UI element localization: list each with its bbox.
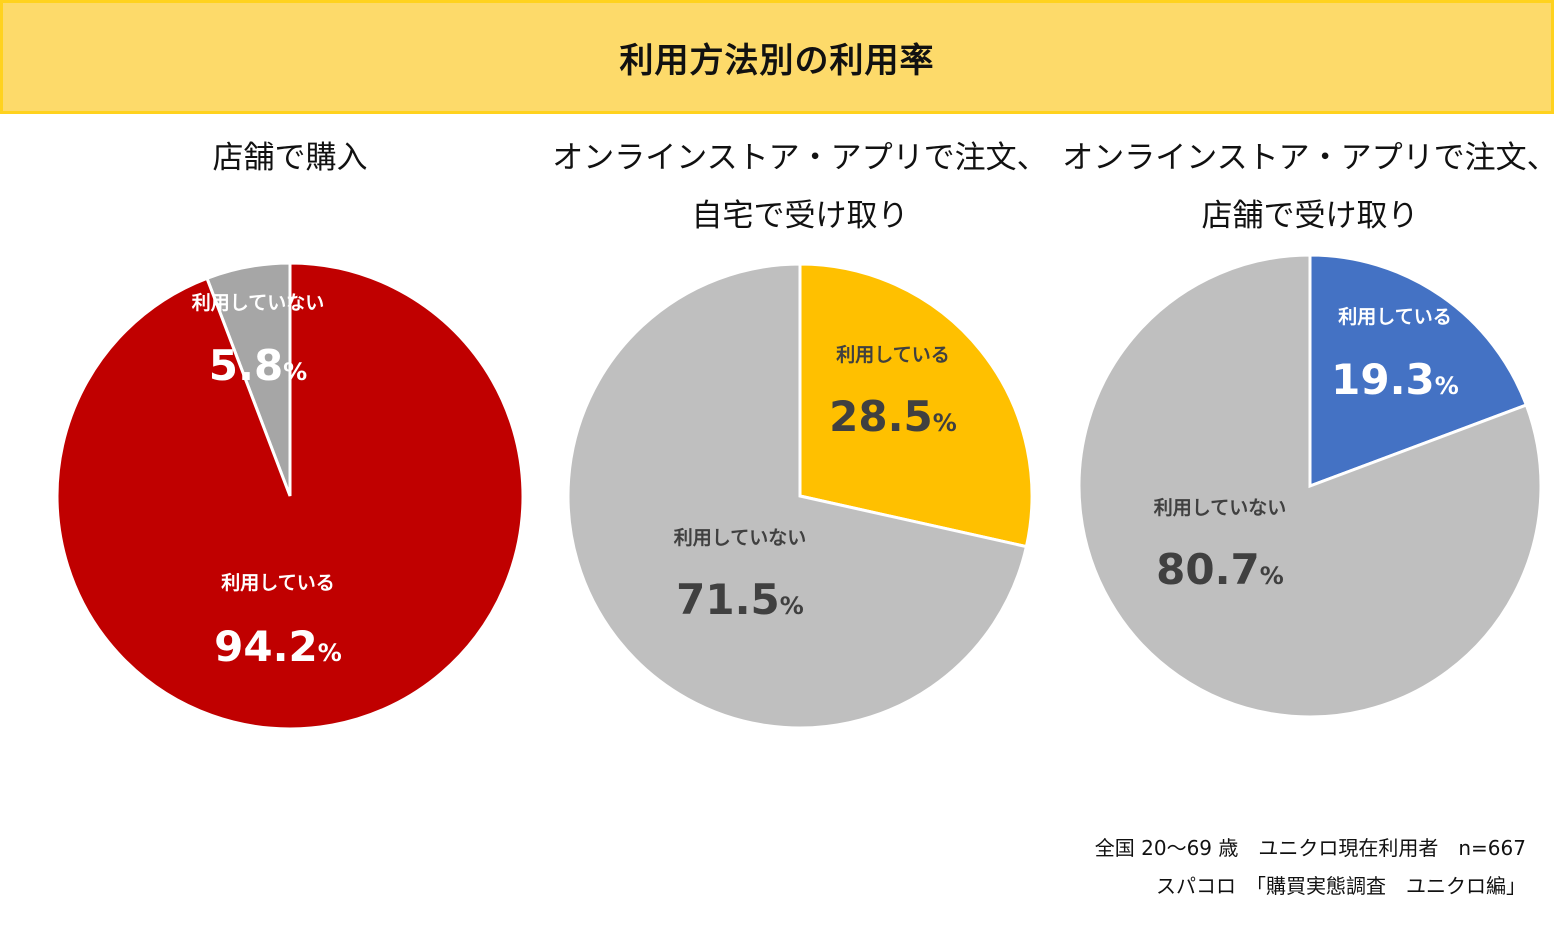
chart-3-slice-1 [1308,253,1529,489]
footnote-line-1: 全国 20～69 歳 ユニクロ現在利用者 n=667 [1094,836,1526,860]
chart-3-title: オンラインストア・アプリで注文、 店舗で受け取り [1050,129,1554,245]
percent-sign: % [318,639,342,667]
chart-2-slice-1-label: 利用している [836,344,949,366]
percent-sign: % [283,358,307,386]
chart-2-title: オンラインストア・アプリで注文、 自宅で受け取り [540,129,1060,245]
percent-sign: % [933,409,957,437]
chart-2-slice-1 [798,262,1034,549]
chart-1-title: 店舗で購入 [212,140,368,176]
percent-sign: % [780,592,804,620]
chart-2-title-line-2: 自宅で受け取り [691,198,909,234]
chart-3-slice-2 [1077,253,1543,719]
chart-3-slice-1-label: 利用している [1338,306,1451,328]
title-banner: 利用方法別の利用率 [0,0,1554,114]
chart-2-title-line-1: オンラインストア・アプリで注文、 [552,140,1048,176]
percent-sign: % [1260,562,1284,590]
chart-3-title-line-2: 店舗で受け取り [1201,198,1419,234]
chart-2-slice-2-label: 利用していない [674,527,806,549]
chart-1-slice-1-label: 利用していない [192,292,324,314]
chart-3-title-line-1: オンラインストア・アプリで注文、 [1062,140,1554,176]
chart-3-slice-1-value: 19.3% [1331,355,1459,404]
chart-1-slice-2-label: 利用している [221,572,334,594]
chart-2-slice-2 [566,262,1029,730]
page-title: 利用方法別の利用率 [619,40,935,81]
footnote-line-2: スパコロ 「購買実態調査 ユニクロ編」 [1156,874,1526,898]
chart-1-slice-2 [55,261,525,731]
percent-sign: % [1435,372,1459,400]
chart-3-slice-2-label: 利用していない [1154,497,1286,519]
